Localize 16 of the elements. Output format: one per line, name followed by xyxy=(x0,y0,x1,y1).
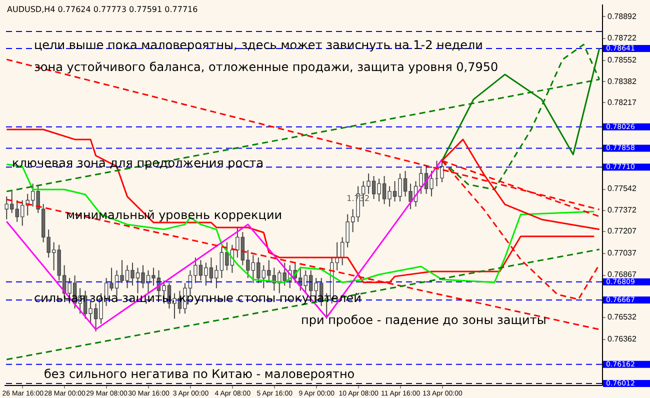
annotation: при пробое - падение до зоны защиты xyxy=(301,313,546,327)
annotation: зона устойчивого баланса, отложенные продажи, защита уровня 0,7950 xyxy=(34,60,498,74)
y-tick-label: 0.78217 xyxy=(608,98,637,107)
y-tick-label: 0.76362 xyxy=(608,334,637,344)
y-tick-label: 0.77542 xyxy=(608,184,637,194)
y-tick-label: 0.76532 xyxy=(608,312,637,322)
y-tick-label: 0.78892 xyxy=(608,12,637,21)
annotation: без сильного негатива по Китаю - маловероятно xyxy=(44,367,355,381)
y-tick-label: 0.78722 xyxy=(608,34,637,43)
y-tick-label: 0.77037 xyxy=(608,248,637,258)
y-tick-label: 0.76867 xyxy=(608,270,637,280)
y-tick-label: 0.78382 xyxy=(608,76,637,86)
y-tick-label: 0.77372 xyxy=(608,206,637,215)
chart-title: AUDUSD,H4 0.77624 0.77773 0.77591 0.77716 xyxy=(7,5,198,14)
y-tick-label: 0.77207 xyxy=(608,226,637,236)
y-tick-label: 0.78552 xyxy=(608,55,637,64)
